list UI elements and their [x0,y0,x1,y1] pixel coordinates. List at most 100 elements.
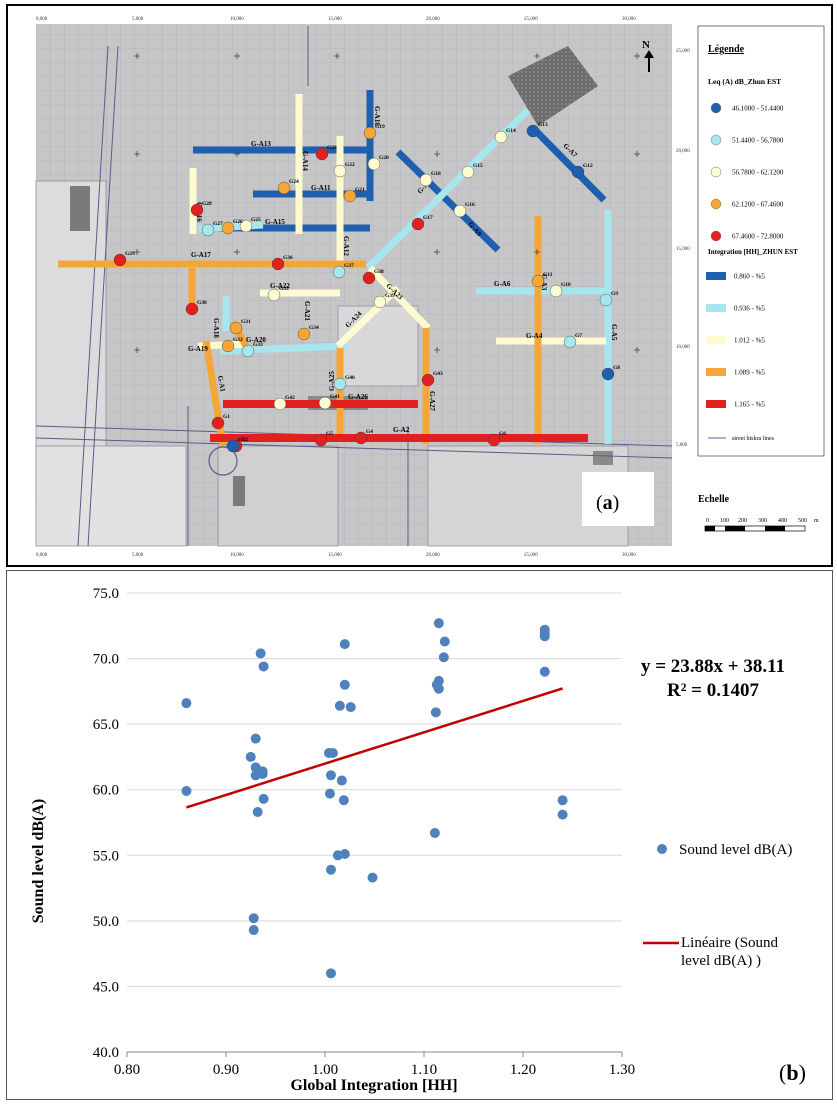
dark-block [233,476,245,506]
tick-label: 5,000 [132,553,144,558]
x-tick-label: 0.90 [213,1062,239,1078]
point-label: G23 [327,145,337,151]
street-label: G-A6 [494,280,511,288]
scatter-point [339,848,350,859]
legend-scatter-label: Sound level dB(A) [679,842,792,858]
measurement-point [601,367,615,381]
scatter-point [334,700,345,711]
street-segment [219,342,349,355]
point-label: G15 [473,163,483,169]
point-label: G26 [233,219,243,225]
tick-label: 15,000 [328,17,342,22]
street-label: G-A2 [393,426,410,434]
measurement-point [354,431,368,445]
scatter-point [438,652,449,663]
measurement-point [277,181,291,195]
y-tick-label: 60.0 [93,783,119,799]
point-label: G21 [355,187,365,193]
legend-street-label: street biskra lines [732,436,775,442]
measurement-point [226,439,240,453]
scatter-point [433,675,444,686]
tick-label: 25,000 [676,49,690,54]
legend-leq-title: Leq (A) dB_Zhun EST [708,77,781,86]
street-label: G-A27 [428,391,436,411]
legend-dot [710,230,722,242]
scatter-point [258,793,269,804]
scatter-point [433,683,444,694]
map-right-ticks: 25,000 20,000 15,000 10,000 5,000 [676,49,690,448]
tick-label: 20,000 [426,553,440,558]
main-road [77,45,109,547]
dark-block [593,451,613,465]
measurement-point [563,335,577,349]
tick-label: 15,000 [676,247,690,252]
scatter-point [255,648,266,659]
measurement-point [297,327,311,341]
tick-label: 0,000 [36,553,48,558]
measurement-point [314,433,328,447]
scale-ticks: 0 100 200 300 400 500 m [706,518,819,524]
scatter-point [325,968,336,979]
measurement-point [113,253,127,267]
point-label: G3 [238,437,245,443]
measurement-point [367,157,381,171]
point-label: G16 [465,202,475,208]
legend-box [697,25,825,457]
street-labels: G-A13 G-A10 G-A11 G-A15 G-A16 G-A17 G-A1… [188,106,618,434]
legend-line-label-2: level dB(A) ) [681,953,761,969]
point-label: G32 [233,337,243,343]
legend-swatch [706,272,726,280]
tick-label: 15,000 [328,553,342,558]
point-label: G29 [125,251,135,257]
legend-dot [710,102,722,114]
scatter-point [367,872,378,883]
measurement-point [333,377,347,391]
point-label: G35 [279,286,289,292]
point-label: G19 [375,124,385,130]
dark-block [508,46,598,126]
measurement-point [373,295,387,309]
scale-tick: 200 [738,518,747,524]
y-tick-label: 75.0 [93,586,119,602]
point-label: G41 [330,394,340,400]
regression-equation: y = 23.88x + 38.11 [641,656,785,677]
measurement-point [333,164,347,178]
point-label: G43 [433,371,443,377]
measurement-point [190,203,204,217]
legend-int-items: 0.860 - %5 0.936 - %5 1.012 - %5 1.089 - %5… [706,272,765,409]
scatter-point [258,661,269,672]
measurement-point [363,126,377,140]
point-label: G37 [344,263,354,269]
measurement-point [241,344,255,358]
legend-dot [710,198,722,210]
panel-label: (b) [779,1060,806,1085]
point-label: G9 [611,291,618,297]
point-label: G12 [583,163,593,169]
point-label: G22 [345,162,355,168]
measurement-point [271,257,285,271]
urban-map: 0,000 5,000 10,000 15,000 20,000 25,000 … [35,17,825,558]
scatter-point [429,827,440,838]
measurement-point [221,339,235,353]
street-label: G-A10 [373,106,381,126]
point-label: G20 [379,155,389,161]
scatter-point [257,768,268,779]
point-label: G18 [431,171,441,177]
y-tick-label: 50.0 [93,914,119,930]
scatter-point [181,786,192,797]
y-axis-label: Sound level dB(A) [30,799,47,923]
measurement-point [461,165,475,179]
point-label: G5 [326,431,333,437]
point-label: G28 [202,201,212,207]
scatter-point [325,864,336,875]
open-area [35,445,187,547]
legend-swatch [706,304,726,312]
scatter-point [248,913,259,924]
scatter-point [245,751,256,762]
point-label: G8 [613,365,620,371]
point-label: G36 [283,255,293,261]
street-label: G-A14 [301,151,309,171]
x-axis-label: Global Integration [HH] [290,1077,457,1094]
y-tick-label: 40.0 [93,1045,119,1061]
measurement-point [419,173,433,187]
